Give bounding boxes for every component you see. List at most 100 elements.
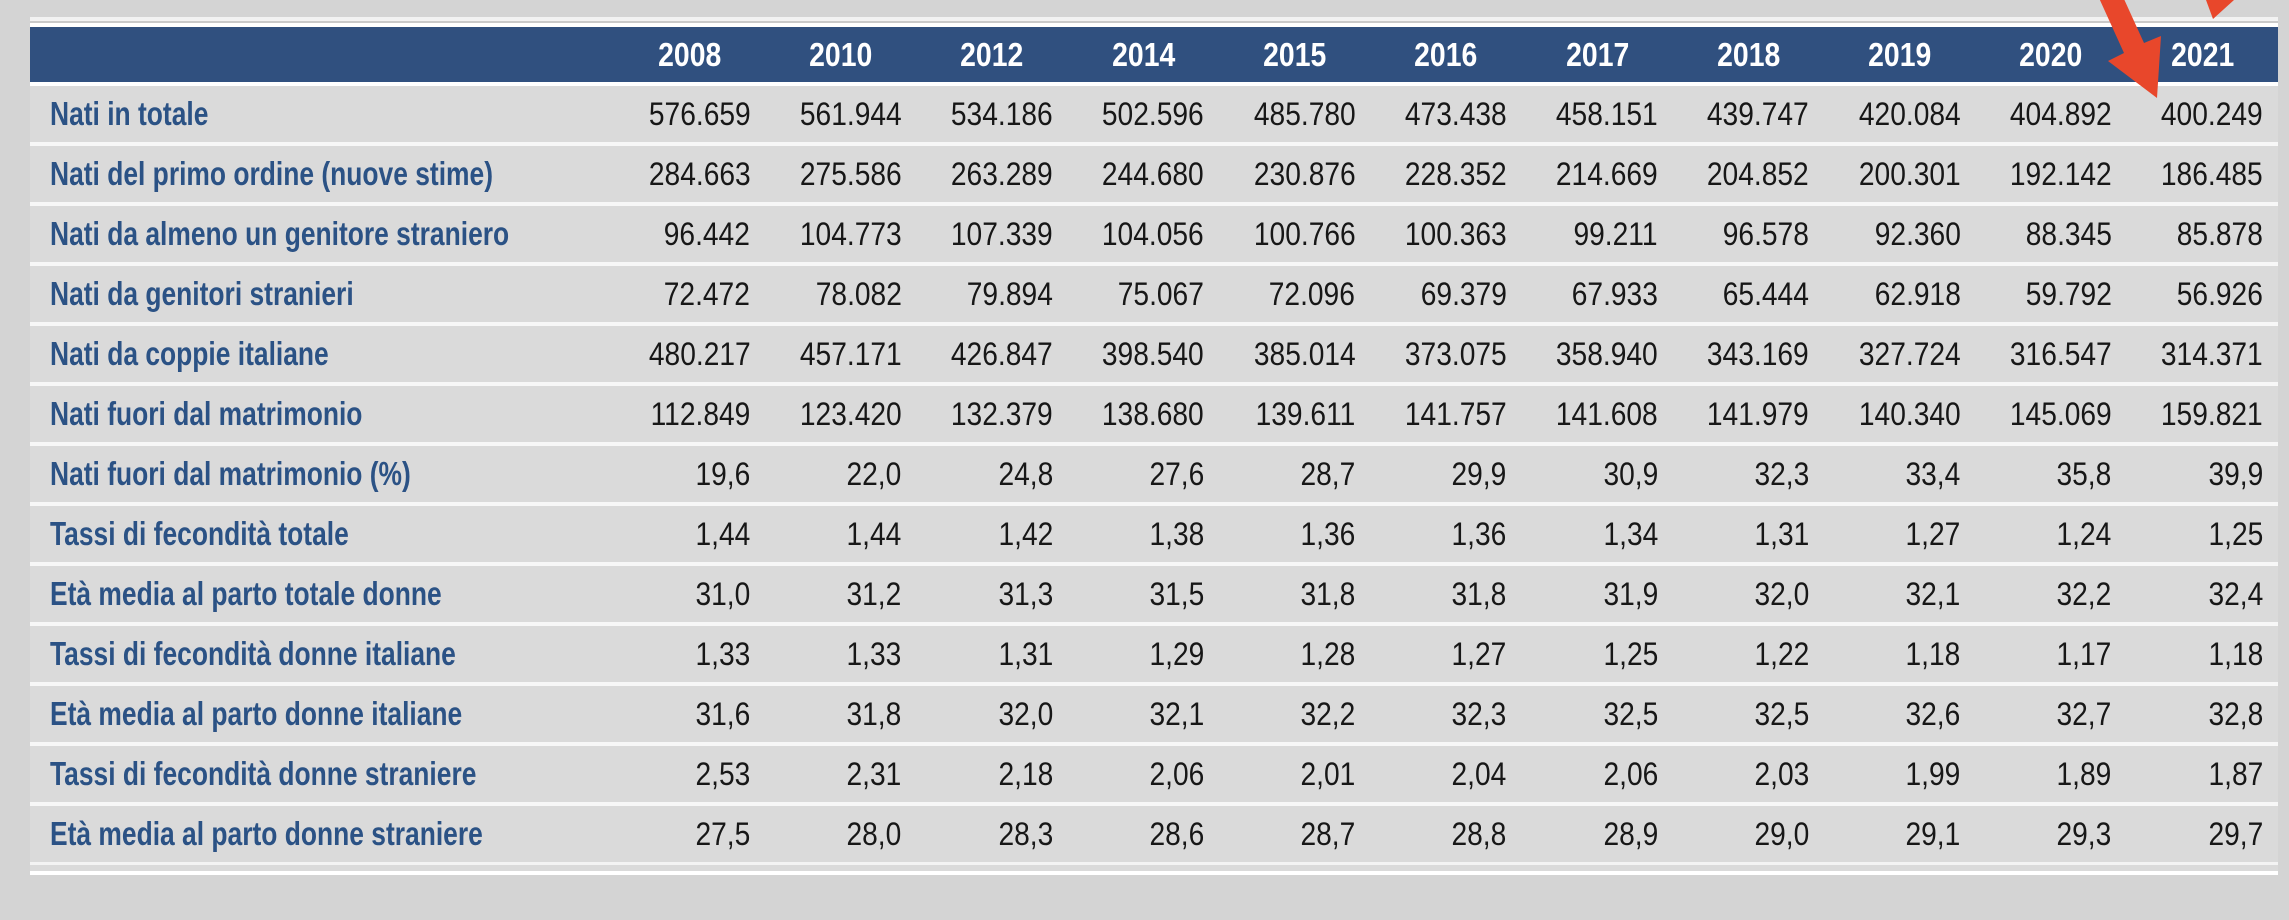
value-cell: 2,01 [1219,744,1371,806]
table-row: Nati del primo ordine (nuove stime) 284.6… [30,144,2278,206]
row-label-cell: Età media al parto donne straniere [30,804,614,862]
value-cell: 485.780 [1219,84,1371,146]
value-cell: 159.821 [2126,384,2278,446]
table-row: Nati da almeno un genitore straniero 96.4… [30,204,2278,266]
row-label: Nati del primo ordine (nuove stime) [50,155,493,192]
cell-value: 31,8 [1300,575,1356,612]
cell-value: 32,2 [1300,695,1356,732]
cell-value: 1,42 [997,515,1053,552]
cell-value: 104.056 [1102,215,1205,252]
value-cell: 473.438 [1370,84,1522,146]
year-header-label: 2008 [658,35,722,73]
cell-value: 31,0 [695,575,751,612]
cell-value: 27,6 [1149,455,1205,492]
value-cell: 33,4 [1824,444,1976,506]
value-cell: 1,33 [765,624,917,686]
year-header: 2008 [614,27,766,86]
cell-value: 31,9 [1603,575,1658,612]
value-cell: 99.211 [1521,204,1673,266]
value-cell: 400.249 [2126,84,2278,146]
cell-value: 145.069 [2009,395,2112,432]
value-cell: 32,0 [1672,564,1825,626]
cell-value: 502.596 [1102,95,1205,132]
cell-value: 204.852 [1707,155,1810,192]
table-row: Tassi di fecondità donne straniere 2,53 2,… [30,744,2278,806]
cell-value: 28,6 [1149,815,1205,852]
year-header-row: 2008 2010 2012 2014 2015 2016 2017 2018 2019 2020… [30,27,2278,86]
cell-value: 32,8 [2208,695,2263,732]
cell-value: 2,03 [1754,755,1810,792]
value-cell: 92.360 [1824,204,1976,266]
value-cell: 27,6 [1067,444,1220,506]
value-cell: 31,8 [1219,564,1371,626]
value-cell: 32,7 [1975,684,2127,746]
value-cell: 62.918 [1824,264,1976,326]
value-cell: 263.289 [916,144,1068,206]
cell-value: 2,18 [997,755,1053,792]
value-cell: 85.878 [2126,204,2278,266]
value-cell: 75.067 [1067,264,1220,326]
cell-value: 28,7 [1300,455,1356,492]
cell-value: 29,0 [1754,815,1810,852]
cell-value: 56.926 [2176,275,2263,312]
cell-value: 75.067 [1117,275,1205,312]
value-cell: 1,87 [2126,744,2278,806]
cell-value: 1,44 [846,515,902,552]
year-header: 2015 [1219,27,1371,86]
table-row: Tassi di fecondità totale 1,44 1,44 1,42 1,3… [30,504,2278,566]
corner-cell [30,27,614,86]
value-cell: 32,1 [1824,564,1976,626]
value-cell: 1,27 [1824,504,1976,566]
year-header: 2012 [916,27,1068,86]
cell-value: 1,18 [1905,635,1961,672]
cell-value: 458.151 [1556,95,1658,132]
value-cell: 2,31 [765,744,917,806]
year-header: 2014 [1067,27,1220,86]
value-cell: 2,53 [614,744,766,806]
cell-value: 186.485 [2161,155,2263,192]
row-label: Nati fuori dal matrimonio (%) [50,455,411,492]
cell-value: 485.780 [1253,95,1356,132]
cell-value: 31,5 [1149,575,1205,612]
value-cell: 385.014 [1219,324,1371,386]
value-cell: 1,18 [1824,624,1976,686]
cell-value: 1,33 [846,635,902,672]
value-cell: 32,0 [916,684,1068,746]
value-cell: 32,6 [1824,684,1976,746]
value-cell: 230.876 [1219,144,1371,206]
value-cell: 28,8 [1370,804,1521,862]
value-cell: 1,42 [916,504,1068,566]
cell-value: 31,8 [1451,575,1507,612]
table-row: Nati da genitori stranieri 72.472 78.082 79… [30,264,2278,326]
year-header-label: 2019 [1868,35,1932,73]
cell-value: 385.014 [1253,335,1356,372]
value-cell: 141.979 [1672,384,1825,446]
value-cell: 2,03 [1672,744,1825,806]
value-cell: 35,8 [1975,444,2127,506]
value-cell: 1,17 [1975,624,2127,686]
cell-value: 39,9 [2208,455,2263,492]
cell-value: 32,6 [1905,695,1961,732]
cell-value: 29,1 [1905,815,1961,852]
value-cell: 145.069 [1975,384,2127,446]
cell-value: 96.442 [664,215,751,252]
cell-value: 32,7 [2056,695,2112,732]
year-header-label: 2020 [2019,35,2083,73]
value-cell: 139.611 [1219,384,1371,446]
value-cell: 141.757 [1370,384,1522,446]
cell-value: 1,31 [997,635,1053,672]
value-cell: 123.420 [765,384,917,446]
value-cell: 32,3 [1370,684,1522,746]
value-cell: 69.379 [1370,264,1522,326]
value-cell: 32,8 [2126,684,2278,746]
cell-value: 107.339 [951,215,1053,252]
row-label-cell: Età media al parto donne italiane [30,684,614,746]
value-cell: 112.849 [614,384,766,446]
cell-value: 123.420 [799,395,902,432]
row-label: Età media al parto donne straniere [50,815,483,852]
cell-value: 24,8 [997,455,1053,492]
cell-value: 32,0 [1754,575,1810,612]
cell-value: 31,3 [997,575,1053,612]
year-header: 2020 [1975,27,2127,86]
value-cell: 72.472 [614,264,766,326]
